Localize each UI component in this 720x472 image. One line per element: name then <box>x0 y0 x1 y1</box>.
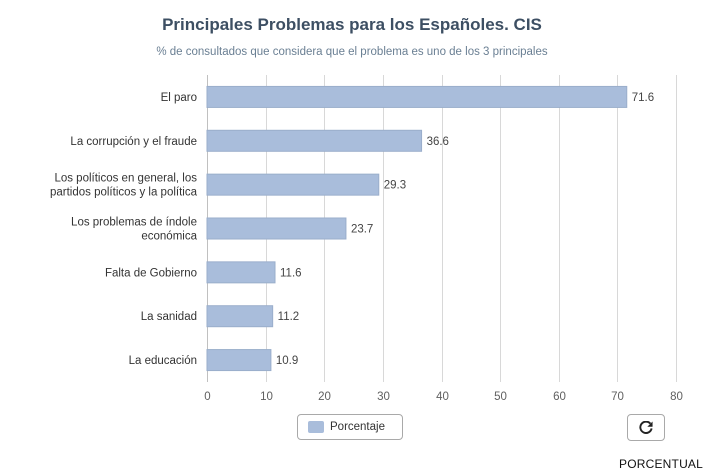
data-label: 11.6 <box>280 267 302 279</box>
bar[interactable] <box>206 129 423 152</box>
bars: 71.6 36.6 29.3 23.7 11.6 11.2 10.9 <box>206 85 654 372</box>
x-tick-label: 0 <box>204 391 210 403</box>
reset-zoom-button[interactable] <box>627 414 665 441</box>
x-tick-label: 60 <box>553 391 566 403</box>
x-axis: 0 10 20 30 40 50 60 70 80 <box>204 391 683 403</box>
legend-label: Porcentaje <box>330 421 385 433</box>
category-label: Falta de Gobierno <box>105 267 197 279</box>
data-label: 23.7 <box>351 224 373 236</box>
chart-subtitle: % de consultados que considera que el pr… <box>156 46 548 58</box>
data-label: 36.6 <box>427 136 449 148</box>
chart-title: Principales Problemas para los Españoles… <box>162 15 542 34</box>
category-label: El paro <box>161 92 197 104</box>
bar[interactable] <box>206 261 276 284</box>
x-tick-label: 50 <box>494 391 507 403</box>
category-label: La sanidad <box>141 311 197 323</box>
x-tick-label: 80 <box>670 391 683 403</box>
x-tick-label: 10 <box>260 391 273 403</box>
x-tick-label: 40 <box>436 391 449 403</box>
refresh-icon <box>639 420 653 434</box>
category-label: La corrupción y el fraude <box>70 136 197 148</box>
bar[interactable] <box>206 85 628 108</box>
legend-swatch <box>308 421 324 433</box>
bar[interactable] <box>206 173 380 196</box>
source-label: PORCENTUAL <box>619 457 704 471</box>
x-tick-label: 70 <box>611 391 624 403</box>
data-label: 29.3 <box>384 180 406 192</box>
category-labels: El paro La corrupción y el fraude Los polí… <box>50 92 198 367</box>
grid <box>207 75 677 382</box>
bar[interactable] <box>206 305 274 328</box>
data-label: 10.9 <box>276 355 298 367</box>
data-label: 71.6 <box>632 92 654 104</box>
category-label: La educación <box>129 355 197 367</box>
bar[interactable] <box>206 217 347 240</box>
category-label: Los políticos en general, los partidos po… <box>50 173 198 199</box>
x-tick-label: 30 <box>377 391 390 403</box>
legend-item-porcentaje[interactable]: Porcentaje <box>297 414 403 440</box>
x-tick-label: 20 <box>318 391 331 403</box>
data-label: 11.2 <box>278 311 300 323</box>
category-label: Los problemas de índole económica <box>71 217 198 243</box>
bar[interactable] <box>206 349 272 372</box>
